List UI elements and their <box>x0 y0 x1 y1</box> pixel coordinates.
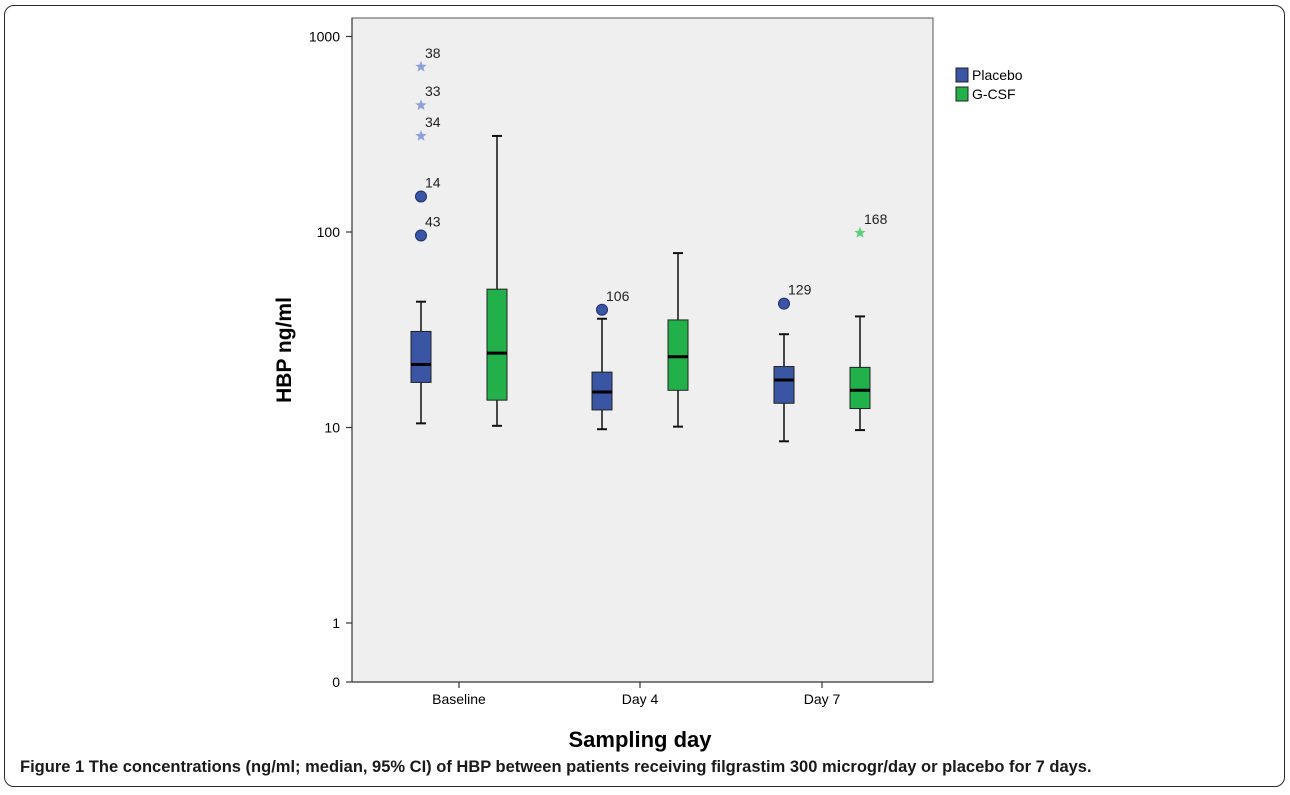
outlier-label: 129 <box>788 282 812 298</box>
outlier-label: 168 <box>864 211 888 227</box>
outlier-circle <box>596 303 608 316</box>
outlier-label: 34 <box>425 114 441 130</box>
y-tick-label: 1 <box>332 615 340 631</box>
legend-label: G-CSF <box>972 86 1016 102</box>
box-g-csf-baseline <box>486 134 508 427</box>
outlier-circle <box>415 190 427 203</box>
box-placebo-baseline <box>410 300 432 425</box>
box-iqr <box>486 288 508 401</box>
box-iqr <box>849 366 871 410</box>
box-iqr <box>773 366 795 404</box>
figure-label: Figure 1 <box>20 758 85 776</box>
box-placebo-day-4 <box>591 317 613 431</box>
legend-swatch <box>955 86 969 102</box>
outlier-star <box>415 99 427 111</box>
box-placebo-day-7 <box>773 333 795 443</box>
y-tick-label: 1000 <box>309 29 340 45</box>
plot-area <box>351 17 934 683</box>
y-tick-label: 0 <box>332 674 340 690</box>
box-g-csf-day-7 <box>849 315 871 432</box>
caption-text: The concentrations (ng/ml; median, 95% C… <box>88 758 1092 776</box>
outlier-label: 106 <box>606 288 630 304</box>
outlier-star <box>415 60 427 72</box>
y-tick-label: 10 <box>324 420 340 436</box>
outlier-circle <box>778 297 790 310</box>
outlier-label: 38 <box>425 45 441 61</box>
box-iqr <box>667 319 689 391</box>
outlier-circle <box>415 229 427 242</box>
box-g-csf-day-4 <box>667 252 689 428</box>
x-tick-label: Day 4 <box>622 691 659 707</box>
y-tick-label: 100 <box>317 224 341 240</box>
x-axis-title: Sampling day <box>568 727 712 752</box>
outlier-star <box>415 129 427 141</box>
legend: Placebo G-CSF <box>955 67 1023 102</box>
legend-label: Placebo <box>972 67 1023 83</box>
y-axis-title: HBP ng/ml <box>273 297 296 403</box>
outlier-star <box>854 226 866 238</box>
legend-swatch <box>955 67 969 83</box>
outlier-label: 43 <box>425 213 441 229</box>
x-tick-label: Baseline <box>432 691 486 707</box>
x-tick-label: Day 7 <box>804 691 841 707</box>
outlier-markers: 38 33 34 14 43 106 129 168 <box>415 45 888 316</box>
outlier-label: 33 <box>425 83 441 99</box>
outlier-label: 14 <box>425 174 441 190</box>
x-axis: Baseline Day 4 Day 7 <box>352 681 933 707</box>
y-axis: 0 1 10 100 1000 <box>309 18 353 690</box>
box-series <box>410 134 871 443</box>
box-iqr <box>410 330 432 383</box>
figure-caption: Figure 1 The concentrations (ng/ml; medi… <box>20 758 1275 777</box>
